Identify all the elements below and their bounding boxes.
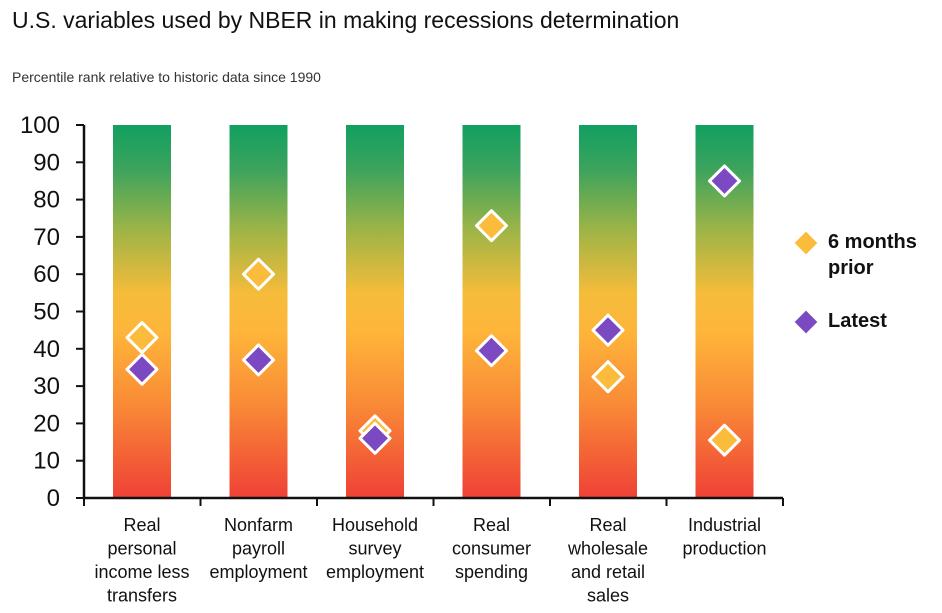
x-tick-label-line: transfers	[107, 586, 177, 606]
y-tick-label: 50	[33, 299, 60, 326]
x-tick-label-line: income less	[94, 562, 189, 582]
point-latest-4	[475, 334, 508, 368]
point-latest-3	[358, 421, 392, 455]
x-tick-label-line: spending	[455, 562, 528, 582]
diamond-icon	[794, 231, 818, 255]
y-tick-label: 20	[33, 410, 60, 437]
x-tick-label-line: Real	[473, 515, 510, 535]
x-tick-label-3: Household survey employment	[326, 515, 424, 582]
x-tick-label-line: and retail	[571, 562, 645, 582]
legend-item-6-months-prior: 6 months prior	[794, 229, 938, 281]
x-tick-label-6: Industrial production	[682, 515, 766, 559]
point-6-months-prior-1	[125, 321, 159, 355]
x-tick-label-line: survey	[348, 539, 401, 559]
y-tick-label: 40	[33, 336, 60, 363]
x-tick-label-2: Nonfarm payroll employment	[209, 515, 307, 582]
legend-label-6-months-prior: 6 months prior	[828, 231, 917, 279]
point-6-months-prior-4	[475, 209, 508, 243]
point-6-months-prior-5	[591, 360, 625, 394]
bar-1	[113, 125, 171, 498]
x-tick-label-line: wholesale	[567, 539, 648, 559]
chart-title: U.S. variables used by NBER in making re…	[12, 7, 680, 33]
x-tick-label-line: Real	[123, 515, 160, 535]
x-tick-label-line: Household	[332, 515, 418, 535]
y-tick-label: 70	[33, 224, 60, 251]
x-tick-label-line: Nonfarm	[224, 515, 293, 535]
point-latest-6	[708, 164, 741, 198]
diamond-icon	[794, 310, 818, 334]
x-tick-label-line: personal	[107, 539, 176, 559]
point-latest-2	[242, 343, 275, 377]
y-tick-label: 100	[20, 112, 60, 139]
x-tick-label-5: Real wholesale and retail sales	[567, 515, 648, 606]
legend-label-latest: Latest	[828, 310, 887, 332]
x-tick-label-1: Real personal income less transfers	[94, 515, 189, 606]
bar-5	[579, 125, 637, 498]
y-tick-label: 80	[33, 187, 60, 214]
point-latest-5	[591, 313, 625, 347]
bar-2	[229, 125, 288, 498]
y-tick-label: 90	[33, 149, 60, 176]
x-tick-label-line: production	[682, 539, 766, 559]
x-tick-label-line: employment	[209, 562, 307, 582]
y-tick-label: 10	[33, 448, 60, 475]
x-tick-label-line: Real	[589, 515, 626, 535]
point-6-months-prior-6	[708, 423, 741, 457]
legend-item-latest: Latest	[794, 308, 887, 334]
y-tick-label: 60	[33, 261, 60, 288]
x-tick-label-line: Industrial	[688, 515, 761, 535]
chart-subtitle: Percentile rank relative to historic dat…	[12, 69, 321, 85]
x-tick-label-4: Real consumer spending	[452, 515, 531, 582]
y-tick-label: 30	[33, 373, 60, 400]
y-tick-label: 0	[47, 485, 60, 512]
bar-4	[462, 125, 521, 498]
x-tick-label-line: payroll	[232, 539, 285, 559]
x-tick-label-line: sales	[587, 586, 629, 606]
x-tick-label-line: employment	[326, 562, 424, 582]
x-tick-label-line: consumer	[452, 539, 531, 559]
point-6-months-prior-2	[242, 257, 275, 291]
point-latest-1	[125, 352, 159, 386]
